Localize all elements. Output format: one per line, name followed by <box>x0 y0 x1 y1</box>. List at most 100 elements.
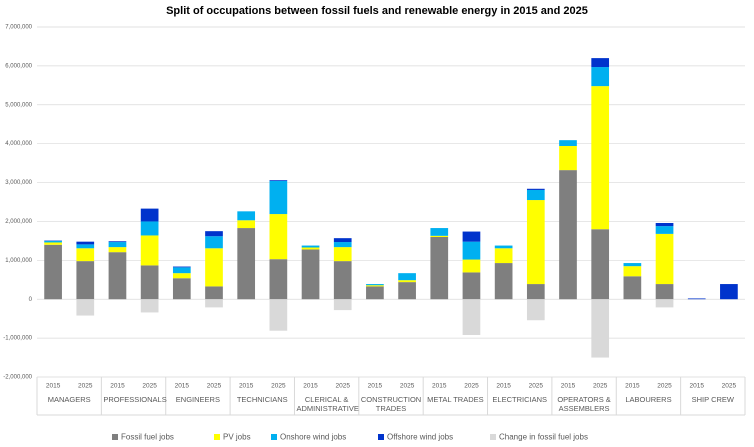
group-label: MANAGERS <box>47 395 91 404</box>
bar-segment <box>205 231 223 237</box>
legend-label: Onshore wind jobs <box>280 433 346 442</box>
bar-segment <box>108 242 127 248</box>
legend-swatch <box>112 434 118 440</box>
y-tick-label: 3,000,000 <box>5 180 32 186</box>
y-tick-label: 5,000,000 <box>5 102 32 108</box>
bar-segment <box>494 245 513 249</box>
bar-segment <box>333 242 352 248</box>
bar-segment <box>108 247 127 253</box>
bar-segment <box>366 286 384 300</box>
bar-segment <box>333 238 352 243</box>
bar-segment <box>76 261 95 300</box>
bar-segment <box>366 284 384 286</box>
x-tick-label: 2015 <box>561 383 576 390</box>
bar-segment <box>655 226 674 234</box>
x-tick-label: 2025 <box>400 383 415 390</box>
bar-segment <box>623 276 642 300</box>
x-tick-label: 2015 <box>625 383 640 390</box>
legend-label: Change in fossil fuel jobs <box>499 433 588 442</box>
bar-segment <box>172 273 191 279</box>
y-tick-label: 6,000,000 <box>5 63 32 69</box>
x-tick-label: 2025 <box>529 383 544 390</box>
legend-label: PV jobs <box>223 433 251 442</box>
bar-segment <box>559 140 577 146</box>
bar-segment <box>140 299 159 313</box>
legend-swatch <box>490 434 496 440</box>
y-tick-label: 7,000,000 <box>5 25 32 31</box>
y-tick-label: 0 <box>29 297 33 303</box>
bar-segment <box>559 170 577 300</box>
x-tick-label: 2015 <box>46 383 61 390</box>
y-tick-label: 1,000,000 <box>5 258 32 264</box>
x-tick-label: 2025 <box>335 383 350 390</box>
bar-segment <box>494 248 513 264</box>
group-label: ELECTRICIANS <box>492 395 548 404</box>
y-tick-label: 2,000,000 <box>5 219 32 225</box>
group-label: PROFESSIONALS <box>103 395 167 404</box>
bar-segment <box>108 252 127 300</box>
bar-segment <box>237 220 256 229</box>
x-tick-label: 2025 <box>722 383 737 390</box>
bar-segment <box>398 282 416 300</box>
bar-segment <box>687 298 706 300</box>
group-label: OPERATORS & ASSEMBLERS <box>557 395 611 413</box>
x-tick-label: 2015 <box>110 383 125 390</box>
group-label: SHIP CREW <box>691 395 734 404</box>
x-tick-label: 2025 <box>78 383 93 390</box>
legend-swatch <box>214 434 220 440</box>
bar-segment <box>526 284 545 300</box>
bar-segment <box>655 223 674 227</box>
bar-segment <box>430 228 449 236</box>
bar-segment <box>398 273 416 281</box>
bar-segment <box>269 181 288 215</box>
x-tick-label: 2015 <box>239 383 254 390</box>
bar-segment <box>462 231 481 242</box>
x-tick-label: 2025 <box>593 383 608 390</box>
bar-segment <box>430 235 449 237</box>
x-tick-label: 2025 <box>207 383 222 390</box>
bar-segment <box>623 266 642 277</box>
legend-label: Offshore wind jobs <box>387 433 453 442</box>
bar-segment <box>108 241 127 243</box>
bar-segment <box>494 263 513 300</box>
legend-swatch <box>378 434 384 440</box>
bar-segment <box>237 228 256 300</box>
bar-segment <box>205 248 223 287</box>
bar-segment <box>559 146 577 171</box>
bar-segment <box>591 299 610 358</box>
x-tick-label: 2025 <box>657 383 672 390</box>
bar-segment <box>205 236 223 249</box>
bar-segment <box>526 200 545 285</box>
bar-segment <box>333 247 352 262</box>
bar-segment <box>172 266 191 268</box>
y-tick-label: 4,000,000 <box>5 141 32 147</box>
group-label: METAL TRADES <box>427 395 484 404</box>
bar-segment <box>172 267 191 274</box>
x-tick-label: 2015 <box>303 383 318 390</box>
bar-segment <box>430 237 449 300</box>
bar-segment <box>269 214 288 260</box>
bar-segment <box>655 233 674 285</box>
group-label: TECHNICIANS <box>236 395 288 404</box>
bar-segment <box>44 242 62 245</box>
legend-swatch <box>271 434 277 440</box>
y-tick-label: -2,000,000 <box>3 375 32 381</box>
x-tick-label: 2025 <box>271 383 286 390</box>
bar-segment <box>366 285 384 287</box>
bar-segment <box>591 58 610 68</box>
bar-segment <box>44 244 62 300</box>
bar-segment <box>76 299 95 316</box>
bar-segment <box>269 299 288 331</box>
group-label: ENGINEERS <box>175 395 220 404</box>
x-tick-label: 2025 <box>464 383 479 390</box>
legend-label: Fossil fuel jobs <box>121 433 174 442</box>
x-tick-label: 2015 <box>175 383 190 390</box>
bar-segment <box>301 247 320 250</box>
bar-segment <box>591 229 610 300</box>
x-tick-label: 2015 <box>368 383 383 390</box>
bar-segment <box>269 259 288 300</box>
bar-segment <box>205 299 223 308</box>
chart-title: Split of occupations between fossil fuel… <box>166 5 588 17</box>
bar-segment <box>205 286 223 300</box>
